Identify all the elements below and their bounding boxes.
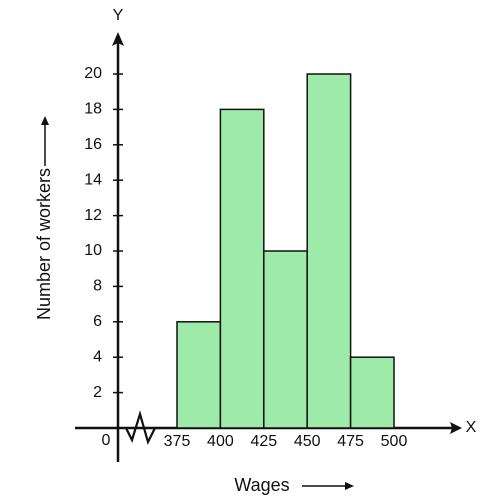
y-tick-label: 6 xyxy=(93,313,102,330)
y-tick-label: 14 xyxy=(84,171,102,188)
x-tick-label: 450 xyxy=(294,433,321,450)
x-axis-title: Wages xyxy=(234,475,289,495)
y-tick-label: 8 xyxy=(93,278,102,295)
axis-break xyxy=(125,410,160,446)
bar xyxy=(219,108,265,429)
x-title-arrowhead xyxy=(345,482,354,490)
y-tick-label: 0 xyxy=(102,432,111,449)
y-tick-label: 12 xyxy=(84,207,102,224)
y-tick-label: 2 xyxy=(93,384,102,401)
bar xyxy=(176,321,222,429)
y-tick-label: 16 xyxy=(84,136,102,153)
y-axis-arrow xyxy=(112,32,124,46)
y-tick-label: 18 xyxy=(84,101,102,118)
x-axis-name: X xyxy=(466,419,477,436)
bar xyxy=(263,250,308,429)
bar xyxy=(306,73,352,429)
x-tick-label: 500 xyxy=(381,433,408,450)
y-tick-label: 20 xyxy=(84,65,102,82)
y-axis-title: Number of workers xyxy=(34,168,54,320)
x-tick-label: 375 xyxy=(164,433,191,450)
x-tick-label: 425 xyxy=(250,433,277,450)
y-tick-label: 10 xyxy=(84,242,102,259)
x-axis-arrow xyxy=(450,422,462,434)
y-tick-label: 4 xyxy=(93,348,102,365)
y-axis-name: Y xyxy=(113,7,124,24)
x-tick-label: 400 xyxy=(207,433,234,450)
bar xyxy=(349,356,395,429)
x-tick-label: 475 xyxy=(337,433,364,450)
y-title-arrowhead xyxy=(41,116,49,125)
